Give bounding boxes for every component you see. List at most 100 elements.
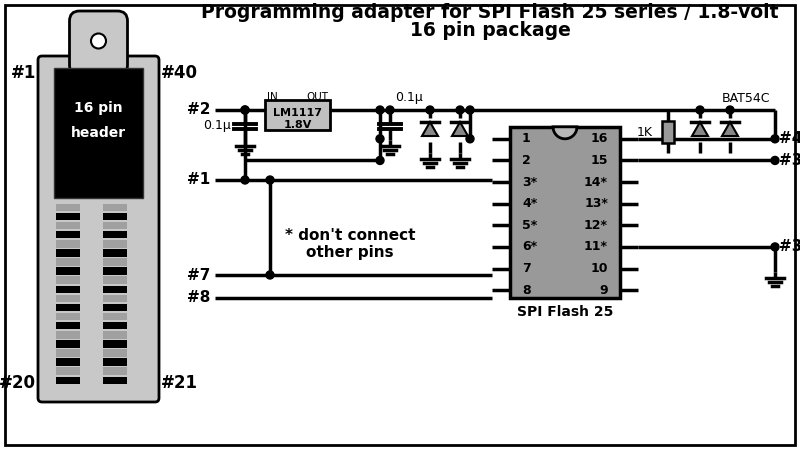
Bar xyxy=(56,340,80,347)
Bar xyxy=(56,322,80,329)
Circle shape xyxy=(696,106,704,114)
Bar xyxy=(54,68,143,198)
Bar xyxy=(102,286,126,293)
Circle shape xyxy=(376,157,384,164)
Bar xyxy=(102,267,126,275)
Bar xyxy=(265,100,330,130)
Bar xyxy=(102,349,126,357)
Text: 9: 9 xyxy=(599,284,608,297)
Text: Programming adapter for SPI Flash 25 series / 1.8-volt: Programming adapter for SPI Flash 25 ser… xyxy=(202,4,778,23)
Text: #2: #2 xyxy=(186,103,210,117)
Text: BAT54C: BAT54C xyxy=(722,91,770,104)
Text: header: header xyxy=(71,126,126,140)
Text: 11*: 11* xyxy=(584,240,608,253)
Bar xyxy=(102,358,126,366)
Text: 14*: 14* xyxy=(584,176,608,189)
Text: 12*: 12* xyxy=(584,219,608,232)
FancyBboxPatch shape xyxy=(70,11,127,75)
Bar xyxy=(662,121,674,143)
Text: #8: #8 xyxy=(186,291,210,306)
Bar xyxy=(102,368,126,375)
Bar xyxy=(56,295,80,302)
Polygon shape xyxy=(722,122,738,136)
Circle shape xyxy=(771,135,779,143)
Polygon shape xyxy=(692,122,708,136)
Text: 1.8V: 1.8V xyxy=(283,120,312,130)
Bar xyxy=(56,313,80,320)
Bar xyxy=(56,331,80,338)
Bar xyxy=(56,267,80,275)
Bar xyxy=(102,276,126,284)
Circle shape xyxy=(386,106,394,114)
Text: 1: 1 xyxy=(522,132,530,145)
Bar xyxy=(56,213,80,220)
Circle shape xyxy=(241,176,249,184)
Text: SPI Flash 25: SPI Flash 25 xyxy=(517,305,613,319)
Text: #1: #1 xyxy=(10,64,36,82)
Text: OUT: OUT xyxy=(306,92,328,102)
Text: 15: 15 xyxy=(590,154,608,167)
Circle shape xyxy=(376,135,384,143)
Polygon shape xyxy=(452,122,468,136)
Bar xyxy=(102,222,126,230)
Text: 7: 7 xyxy=(522,262,530,275)
Text: LM1117: LM1117 xyxy=(273,108,322,118)
Bar xyxy=(56,286,80,293)
Bar xyxy=(56,240,80,248)
Text: #20: #20 xyxy=(0,374,36,392)
Circle shape xyxy=(91,33,106,49)
Text: 4*: 4* xyxy=(522,197,538,210)
Text: 10: 10 xyxy=(590,262,608,275)
Bar xyxy=(102,240,126,248)
Text: #21: #21 xyxy=(161,374,198,392)
Text: #1: #1 xyxy=(186,172,210,188)
Bar xyxy=(56,276,80,284)
Bar xyxy=(102,322,126,329)
Bar xyxy=(56,204,80,211)
Circle shape xyxy=(241,106,249,114)
Circle shape xyxy=(771,157,779,164)
Wedge shape xyxy=(553,127,577,139)
Bar xyxy=(56,368,80,375)
Text: * don't connect: * don't connect xyxy=(285,228,415,243)
Polygon shape xyxy=(422,122,438,136)
Text: 5*: 5* xyxy=(522,219,538,232)
Bar xyxy=(102,249,126,256)
Bar xyxy=(56,358,80,366)
Text: #40: #40 xyxy=(779,131,800,146)
FancyBboxPatch shape xyxy=(38,56,159,402)
Bar xyxy=(102,340,126,347)
Text: #34: #34 xyxy=(779,239,800,254)
Text: 2: 2 xyxy=(522,154,530,167)
Bar xyxy=(56,222,80,230)
Circle shape xyxy=(466,135,474,143)
Text: 8: 8 xyxy=(522,284,530,297)
Bar xyxy=(102,213,126,220)
Circle shape xyxy=(456,106,464,114)
Text: 0.1μ: 0.1μ xyxy=(203,118,231,131)
Text: 1K: 1K xyxy=(637,126,653,139)
Bar xyxy=(56,258,80,265)
Bar xyxy=(102,295,126,302)
Bar xyxy=(56,304,80,311)
Text: #39: #39 xyxy=(779,153,800,168)
Bar xyxy=(510,127,620,298)
Circle shape xyxy=(266,271,274,279)
Circle shape xyxy=(266,176,274,184)
Text: 0.1μ: 0.1μ xyxy=(395,91,422,104)
Bar xyxy=(56,349,80,357)
Text: 3*: 3* xyxy=(522,176,537,189)
Text: 16 pin: 16 pin xyxy=(74,101,123,115)
Bar xyxy=(102,304,126,311)
Bar xyxy=(56,231,80,238)
Circle shape xyxy=(771,243,779,251)
Bar xyxy=(102,204,126,211)
Bar xyxy=(102,231,126,238)
Text: IN: IN xyxy=(267,92,278,102)
Circle shape xyxy=(426,106,434,114)
Circle shape xyxy=(241,106,249,114)
Bar xyxy=(102,377,126,384)
Circle shape xyxy=(466,106,474,114)
Text: 16 pin package: 16 pin package xyxy=(410,22,570,40)
Text: #7: #7 xyxy=(186,267,210,283)
